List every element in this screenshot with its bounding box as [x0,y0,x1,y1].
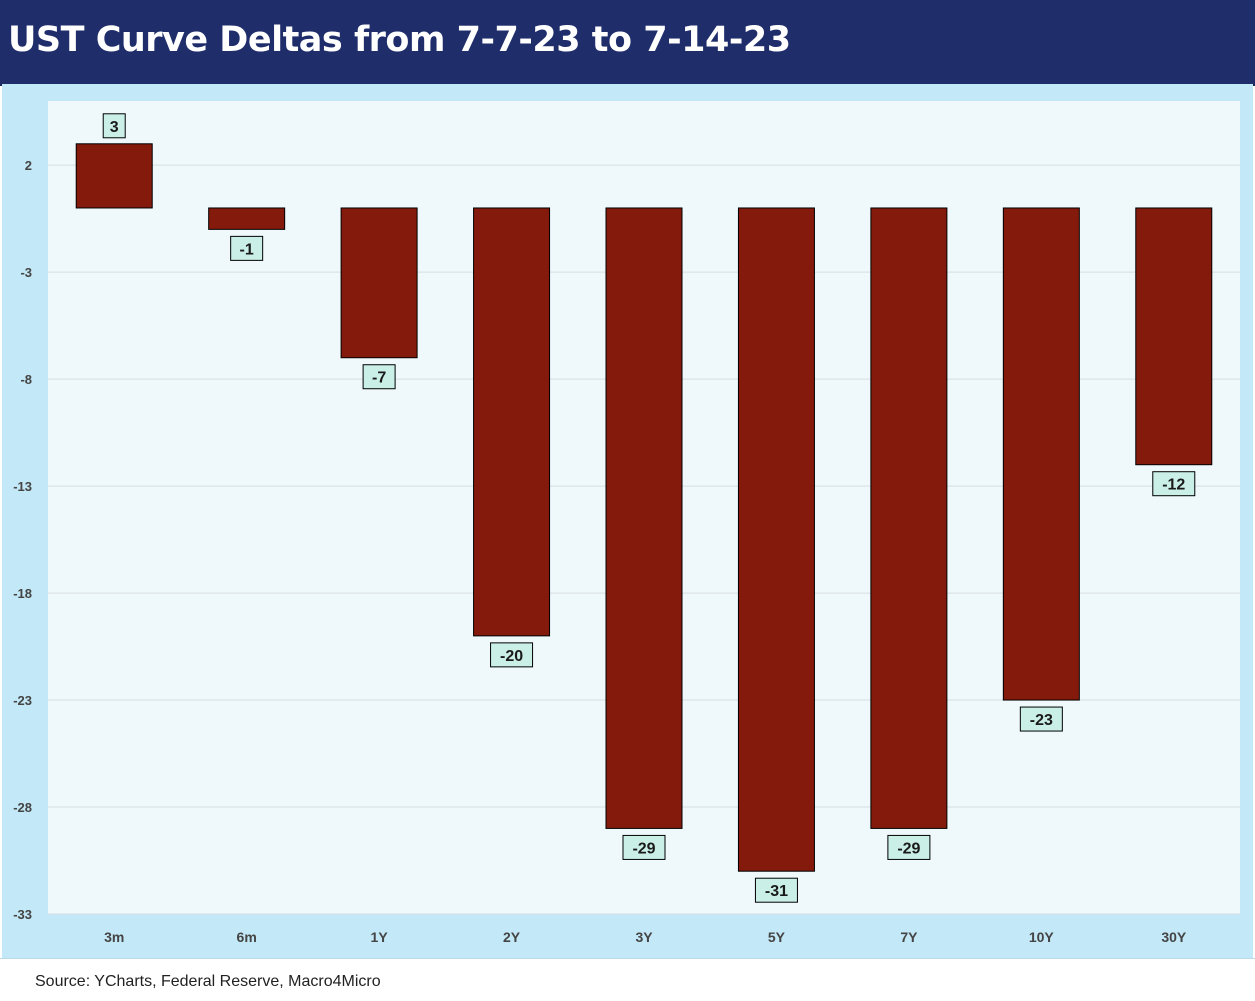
y-tick-label: 2 [25,158,32,173]
y-tick-label: -33 [13,907,32,922]
chart-header: UST Curve Deltas from 7-7-23 to 7-14-23 [0,0,1255,86]
source-note: Source: YCharts, Federal Reserve, Macro4… [35,973,381,990]
bar-10Y [1002,207,1080,701]
y-tick-label: -3 [20,265,32,280]
data-label-box [1019,706,1063,732]
footer: Source: YCharts, Federal Reserve, Macro4… [0,958,1255,1001]
x-tick-label: 3m [104,929,124,945]
data-label-box [622,834,666,860]
data-label-box [754,877,798,903]
bar-6m [208,207,286,230]
data-label: -7 [372,370,386,387]
data-label-box [887,834,931,860]
data-label: -12 [1162,477,1185,494]
data-label-box [1152,471,1196,497]
x-tick-label: 7Y [900,929,918,945]
bar-5Y [737,207,815,872]
data-label: -31 [765,883,788,900]
bar-2Y [473,207,551,637]
data-label: -29 [632,840,655,857]
y-tick-label: -13 [13,479,32,494]
y-tick-label: -28 [13,800,32,815]
data-label-box [230,235,264,261]
x-tick-label: 2Y [503,929,521,945]
x-tick-label: 6m [237,929,257,945]
y-tick-label: -18 [13,586,32,601]
bar-3Y [605,207,683,829]
chart-frame: 2 -3 -8 -13 -18 -23 -28 -33 3 3m -1 6m -7 1Y -20 2Y -29 3… [2,84,1253,958]
x-tick-label: 10Y [1029,929,1055,945]
bar-7Y [870,207,948,829]
data-label-box [490,642,534,668]
bar-30Y [1135,207,1213,466]
x-tick-label: 3Y [635,929,653,945]
x-tick-label: 5Y [768,929,786,945]
data-label-box [102,113,126,139]
x-tick-label: 30Y [1161,929,1187,945]
data-label: 3 [110,119,119,136]
data-label: -20 [500,648,523,665]
y-tick-label: -8 [20,372,32,387]
y-tick-label: -23 [13,693,32,708]
data-label: -1 [240,241,254,258]
data-label: -29 [897,840,920,857]
data-label: -23 [1030,712,1053,729]
data-label-box [362,364,396,390]
bar-3m [75,143,153,209]
chart-title: UST Curve Deltas from 7-7-23 to 7-14-23 [8,20,791,60]
bar-1Y [340,207,418,359]
bar-chart: 2 -3 -8 -13 -18 -23 -28 -33 3 3m -1 6m -7 1Y -20 2Y -29 3… [13,101,1240,945]
x-tick-label: 1Y [371,929,389,945]
